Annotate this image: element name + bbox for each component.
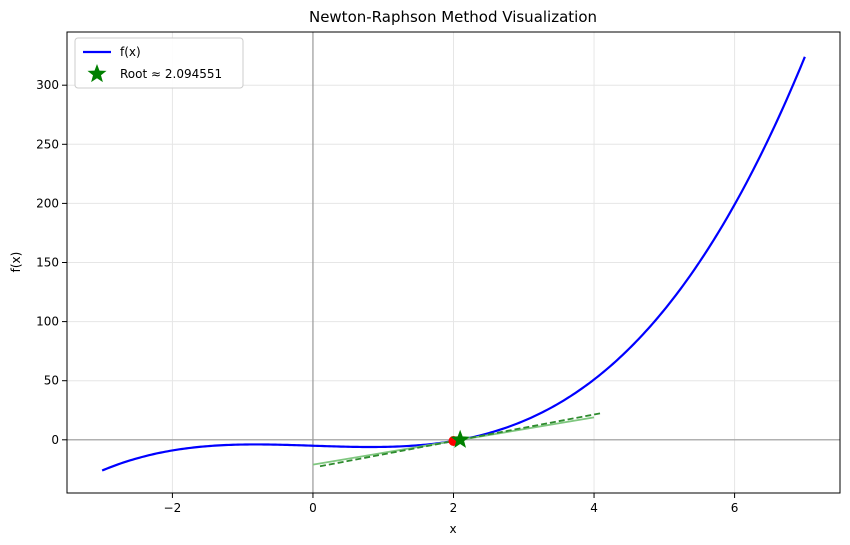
legend-box [74,37,244,89]
y-tick-label: 50 [44,374,59,388]
legend-function-label: f(x) [120,45,141,59]
x-tick-label: 6 [731,501,739,515]
y-tick-label: 100 [36,315,59,329]
x-tick-label: −2 [164,501,182,515]
y-tick-label: 200 [36,196,59,210]
chart-title: Newton-Raphson Method Visualization [309,8,597,26]
plot-area: −2 0 2 4 6 0 50 100 150 200 250 300 [36,31,841,515]
root-star-marker [450,429,470,448]
y-axis-label: f(x) [9,252,23,273]
x-tick-label: 0 [309,501,317,515]
y-tick-label: 250 [36,137,59,151]
y-tick-label: 150 [36,256,59,270]
x-tick-label: 2 [450,501,458,515]
legend-root-star [87,64,107,83]
x-tick-label: 4 [590,501,598,515]
y-tick-label: 300 [36,78,59,92]
legend-root-label: Root ≈ 2.094551 [120,67,222,81]
x-axis-label: x [449,522,456,536]
tangent-line-2 [319,412,602,468]
legend: f(x) Root ≈ 2.094551 [74,37,244,89]
y-tick-label: 0 [51,433,59,447]
